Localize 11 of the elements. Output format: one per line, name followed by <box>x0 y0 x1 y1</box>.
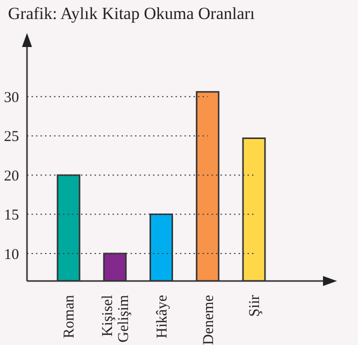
y-tick-label: 30 <box>4 90 19 106</box>
chart-title: Grafik: Aylık Kitap Okuma Oranları <box>8 4 255 24</box>
x-tick-label: Deneme <box>200 294 217 345</box>
y-tick-label: 15 <box>4 208 19 224</box>
x-tick-label: Hikâye <box>154 294 170 338</box>
y-tick-label: 20 <box>4 168 19 184</box>
y-tick-label: 25 <box>4 129 19 146</box>
y-tick-label: 10 <box>4 246 19 263</box>
x-tick-label: Roman <box>62 294 78 338</box>
x-tick-label: Kişisel Gelişim <box>100 294 132 342</box>
x-tick-label: Şiir <box>247 295 264 317</box>
